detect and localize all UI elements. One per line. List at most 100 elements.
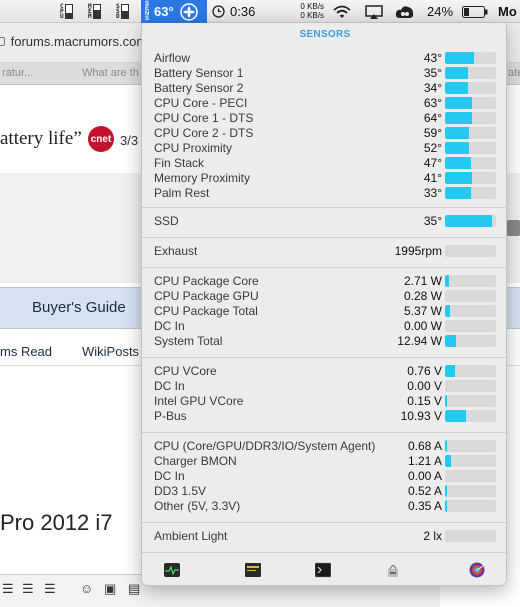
- sensor-row-ssd: SSD 35°: [142, 214, 508, 229]
- sensor-row-cpu-package-core: CPU Package Core 2.71 W: [142, 274, 508, 289]
- sensor-value: 10.93 V: [400, 409, 442, 423]
- sensor-name: Palm Rest: [154, 186, 210, 200]
- indent-icon[interactable]: ☰: [44, 581, 56, 596]
- sensor-row-cpu-proximity: CPU Proximity 52°: [142, 141, 508, 156]
- sensor-level-bar: [445, 500, 496, 512]
- sensor-name: System Total: [154, 334, 223, 348]
- sensor-level-fill: [445, 410, 467, 422]
- sensor-name: CPU Package GPU: [154, 289, 259, 303]
- activity-monitor-icon[interactable]: [164, 562, 180, 578]
- section-divider: [142, 267, 508, 268]
- sensor-value: 0.15 V: [407, 394, 442, 408]
- sensor-row-battery-sensor-1: Battery Sensor 1 35°: [142, 66, 508, 81]
- browser-tab[interactable]: ratur...: [2, 67, 34, 79]
- sensor-name: Other (5V, 3.3V): [154, 499, 241, 513]
- battery-percentage[interactable]: 24%: [427, 4, 454, 19]
- sensor-level-bar: [445, 455, 496, 467]
- outdent-icon[interactable]: ☰: [22, 581, 34, 596]
- smiley-icon[interactable]: ☺: [80, 581, 94, 596]
- sensor-level-bar: [445, 187, 496, 199]
- sensor-level-bar: [445, 440, 496, 452]
- sensor-row-fin-stack: Fin Stack 47°: [142, 156, 508, 171]
- sensor-name: Battery Sensor 2: [154, 81, 244, 95]
- sensor-value: 59°: [423, 126, 442, 140]
- sensor-value: 64°: [423, 111, 442, 125]
- wifi-icon[interactable]: [333, 0, 351, 23]
- sensor-level-fill: [445, 440, 448, 452]
- sensor-level-fill: [445, 500, 447, 512]
- system-information-icon[interactable]: [385, 562, 401, 578]
- sensor-row-other-5v-3-3v: Other (5V, 3.3V) 0.35 A: [142, 499, 508, 514]
- sensor-value: 34°: [423, 81, 442, 95]
- sensor-value: 0.68 A: [407, 439, 442, 453]
- console-icon[interactable]: [245, 562, 261, 578]
- sensor-value: 0.28 W: [403, 289, 442, 303]
- airplay-icon[interactable]: [365, 0, 383, 23]
- sensor-level-fill: [445, 157, 471, 169]
- sensor-value: 5.37 W: [403, 304, 442, 318]
- sensor-name: P-Bus: [154, 409, 187, 423]
- sensor-name: Charger BMON: [154, 454, 237, 468]
- terminal-icon[interactable]: [315, 562, 331, 578]
- nav-buyers-guide[interactable]: Buyer's Guide: [32, 299, 126, 316]
- sensor-row-memory-proximity: Memory Proximity 41°: [142, 171, 508, 186]
- sensor-level-fill: [445, 335, 457, 347]
- sensor-value: 35°: [423, 66, 442, 80]
- section-divider: [142, 432, 508, 433]
- sensor-name: Airflow: [154, 51, 191, 65]
- sensor-name: Intel GPU VCore: [154, 394, 244, 408]
- sensor-value: 63°: [423, 96, 442, 110]
- sensor-level-bar: [445, 290, 496, 302]
- sensor-name: Fin Stack: [154, 156, 205, 170]
- creative-cloud-icon[interactable]: [395, 0, 415, 23]
- user-menu[interactable]: Mo: [498, 4, 517, 19]
- sensor-row-battery-sensor-2: Battery Sensor 2 34°: [142, 81, 508, 96]
- article-headline[interactable]: attery life”: [0, 128, 82, 149]
- sensor-level-fill: [445, 112, 472, 124]
- list-icon[interactable]: ☰: [2, 581, 14, 596]
- network-speed[interactable]: 0 KB/s 0 KB/s: [294, 2, 324, 20]
- sensor-value: 0.00 V: [407, 379, 442, 393]
- sensor-level-bar: [445, 67, 496, 79]
- sensor-row-airflow: Airflow 43°: [142, 51, 508, 66]
- sensor-level-bar: [445, 530, 496, 542]
- battery-icon[interactable]: [462, 0, 488, 23]
- browser-tab[interactable]: What are th: [82, 67, 139, 79]
- disk-utility-icon[interactable]: [469, 562, 485, 578]
- rss-icon[interactable]: [507, 220, 520, 236]
- network-upload: 0 KB/s: [300, 2, 324, 11]
- sensor-name: DD3 1.5V: [154, 484, 207, 498]
- sensor-row-dd3-1-5v: DD3 1.5V 0.52 A: [142, 484, 508, 499]
- address-bar[interactable]: forums.macrumors.com: [0, 34, 147, 49]
- media-icon[interactable]: ▤: [128, 581, 141, 596]
- sensor-level-bar: [445, 275, 496, 287]
- sensor-value: 41°: [423, 171, 442, 185]
- sensor-value: 1995rpm: [394, 244, 442, 258]
- menubar-clock[interactable]: 0:36: [230, 4, 256, 19]
- sensor-level-bar: [445, 112, 496, 124]
- sensor-level-fill: [445, 485, 448, 497]
- sensor-name: CPU Core - PECI: [154, 96, 248, 110]
- subnav-read[interactable]: ms Read: [0, 344, 53, 359]
- subnav-wikiposts[interactable]: WikiPosts: [82, 344, 140, 359]
- sensor-name: CPU Package Total: [154, 304, 258, 318]
- sensor-level-fill: [445, 172, 472, 184]
- sensor-level-fill: [445, 82, 468, 94]
- sensor-row-p-bus: P-Bus 10.93 V: [142, 409, 508, 424]
- browser-tab[interactable]: ate: [508, 67, 520, 79]
- sensor-row-exhaust: Exhaust 1995rpm: [142, 244, 508, 259]
- sensor-level-bar: [445, 157, 496, 169]
- sensor-row-dc-in: DC In 0.00 W: [142, 319, 508, 334]
- sensor-row-system-total: System Total 12.94 W: [142, 334, 508, 349]
- network-download: 0 KB/s: [300, 11, 324, 20]
- sensor-value: 12.94 W: [397, 334, 442, 348]
- panel-footer: [142, 552, 508, 586]
- image-icon[interactable]: ▣: [104, 581, 117, 596]
